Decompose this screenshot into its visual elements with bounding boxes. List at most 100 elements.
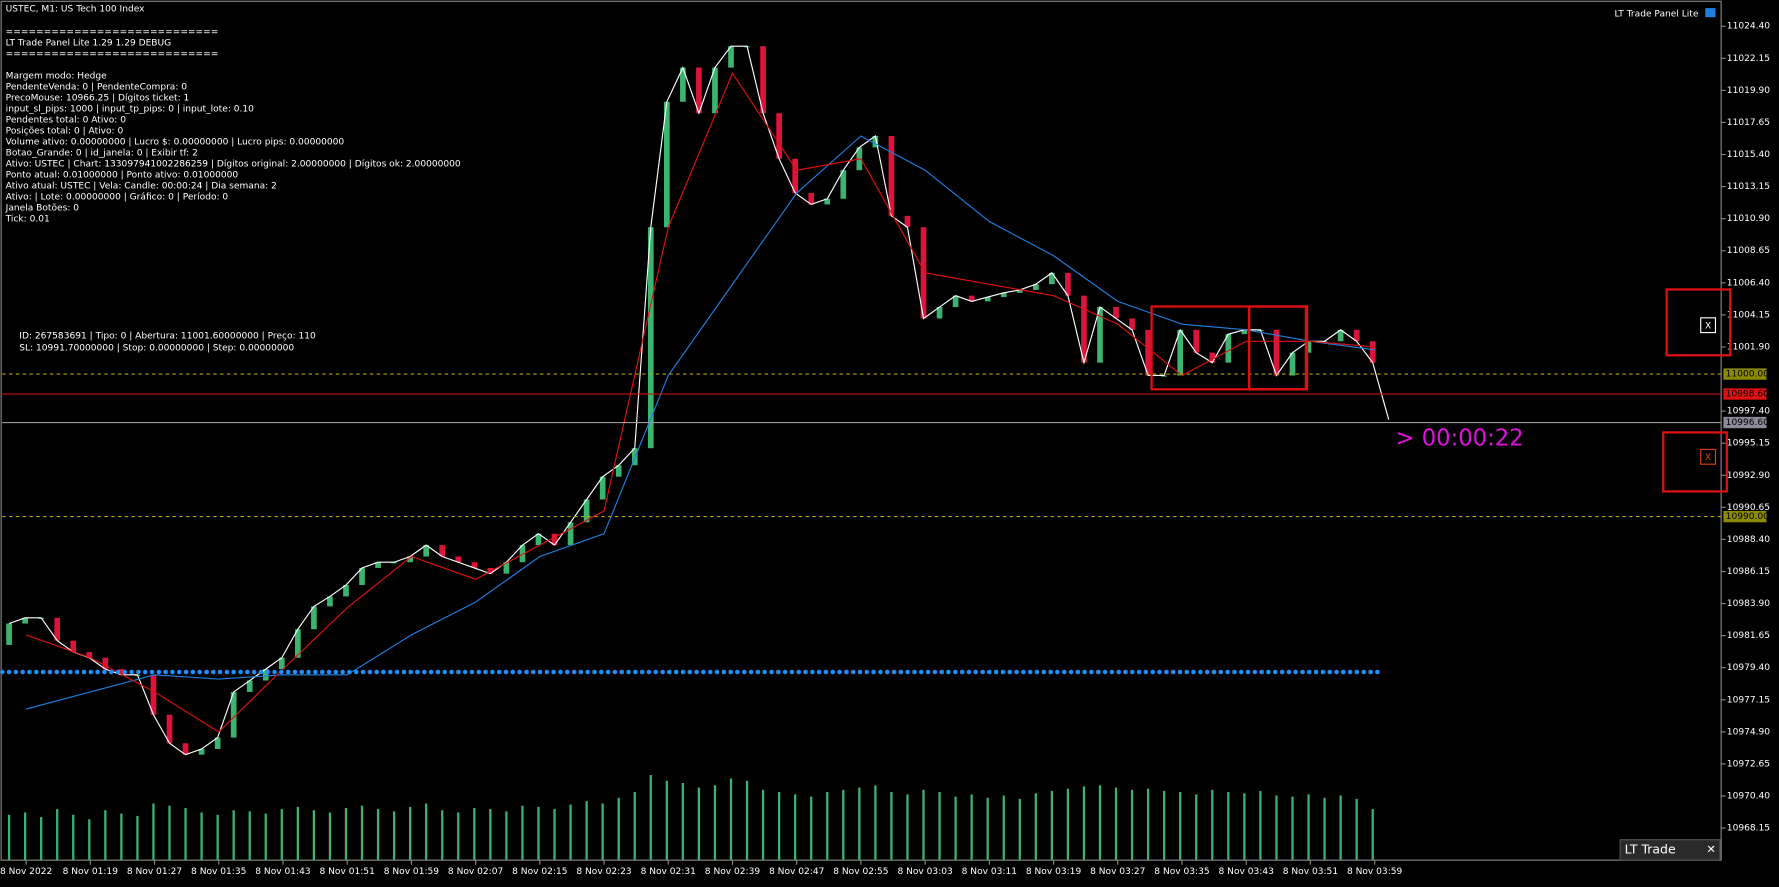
- y-tick-label: 10983.90: [1727, 599, 1770, 609]
- close-button[interactable]: [1700, 448, 1717, 465]
- x-tick-label: 8 Nov 03:51: [1283, 867, 1338, 877]
- candle-body: [246, 680, 253, 692]
- candle-body: [278, 657, 285, 670]
- volume-bar: [906, 794, 909, 861]
- candle-body: [327, 596, 333, 607]
- volume-bar: [248, 811, 251, 861]
- x-tick-label: 8 Nov 03:11: [962, 867, 1017, 877]
- candle-body: [936, 307, 943, 319]
- candle-body: [343, 585, 349, 597]
- y-tick-label: 11004.15: [1727, 310, 1770, 320]
- volume-bar: [1371, 809, 1374, 861]
- volume-bar: [120, 813, 123, 861]
- x-tick-label: 8 Nov 2022: [0, 867, 52, 877]
- candle-body: [407, 556, 413, 563]
- x-tick-label: 8 Nov 01:27: [127, 867, 182, 877]
- candle-body: [952, 295, 959, 308]
- volume-bar: [1146, 788, 1150, 861]
- candle-body: [1305, 341, 1312, 353]
- volume-bar: [1323, 797, 1326, 861]
- candle-body: [1081, 295, 1087, 363]
- volume-bar: [1163, 790, 1166, 861]
- volume-bar: [858, 787, 861, 861]
- candle-body: [1289, 352, 1296, 376]
- volume-bar: [601, 803, 604, 861]
- close-button-label: X: [1705, 453, 1711, 463]
- info-line: Botao_Grande: 0 | id_janela: 0 | Exibir …: [6, 148, 198, 158]
- moving-average: [25, 72, 1375, 733]
- y-tick-label: 11008.65: [1727, 246, 1770, 256]
- candle-body: [1113, 307, 1119, 319]
- candle-body: [583, 499, 590, 523]
- dock-close[interactable]: ✕: [1706, 842, 1716, 856]
- volume-bar: [40, 817, 43, 861]
- x-tick-label: 8 Nov 02:55: [833, 867, 888, 877]
- panel-title: LT Trade Panel Lite: [1615, 9, 1699, 19]
- x-tick-label: 8 Nov 02:39: [705, 867, 761, 877]
- candle-body: [920, 227, 927, 319]
- info-line: Ativo: | Lote: 0.00000000 | Gráfico: 0 |…: [6, 193, 229, 203]
- volume-bar: [489, 809, 492, 861]
- volume-bar: [1275, 795, 1278, 861]
- x-tick-label: 8 Nov 01:51: [320, 867, 375, 877]
- volume-bar: [136, 815, 139, 861]
- order-line: SL: 10991.70000000 | Stop: 0.00000000 | …: [19, 343, 294, 353]
- candle-body: [6, 623, 12, 645]
- y-tick-label: 10986.15: [1727, 567, 1770, 577]
- price-level-label: 10996.60: [1726, 418, 1769, 428]
- candle-body: [535, 533, 542, 546]
- volume-bar: [200, 812, 203, 861]
- volume-bar: [88, 819, 91, 861]
- volume-bar: [1243, 793, 1246, 861]
- candle-body: [359, 567, 365, 586]
- candle-body: [311, 606, 317, 630]
- x-tick-label: 8 Nov 03:43: [1219, 867, 1275, 877]
- candle-body: [1337, 329, 1344, 342]
- x-tick-label: 8 Nov 02:07: [448, 867, 503, 877]
- volume-bar: [1227, 792, 1230, 861]
- candle-body: [1353, 329, 1360, 342]
- price-level-tag: [1723, 368, 1767, 380]
- candle-body: [439, 545, 446, 557]
- plot: ============================ LT Trade Pa…: [0, 22, 1770, 877]
- info-line: input_sl_pips: 1000 | input_tp_pips: 0 |…: [6, 104, 254, 114]
- info-line: ============================: [6, 49, 219, 59]
- candle-body: [1145, 329, 1151, 376]
- price-level-label: 10990.00: [1726, 512, 1769, 522]
- volume-bar: [376, 809, 380, 861]
- volume-bar: [1082, 786, 1086, 861]
- y-tick-label: 11006.40: [1727, 278, 1770, 288]
- x-tick-label: 8 Nov 03:59: [1347, 867, 1403, 877]
- price-level-label: 11000.00: [1726, 370, 1769, 380]
- candle-body: [423, 545, 430, 557]
- candle-body: [647, 227, 654, 449]
- y-tick-label: 10990.65: [1727, 503, 1770, 513]
- info-line: Tick: 0.01: [5, 215, 50, 225]
- volume-bar: [1066, 788, 1070, 861]
- candle-body: [22, 617, 28, 624]
- y-tick-label: 11019.90: [1727, 86, 1770, 96]
- volume-bar: [1050, 790, 1053, 861]
- candle-body: [487, 567, 494, 574]
- volume-bar: [7, 814, 11, 861]
- dock-tab[interactable]: [1619, 839, 1721, 861]
- close-button[interactable]: [1700, 317, 1717, 334]
- info-line: Ativo atual: USTEC | Vela: Candle: 00:00…: [6, 181, 277, 191]
- volume-bar: [360, 805, 364, 861]
- volume-bar: [1339, 795, 1342, 861]
- volume-bar: [553, 809, 556, 861]
- candle-body: [102, 657, 109, 670]
- volume-bar: [794, 794, 797, 861]
- x-tick-label: 8 Nov 03:19: [1026, 867, 1082, 877]
- y-tick-label: 10977.15: [1727, 695, 1770, 705]
- close-box: [1662, 431, 1728, 493]
- candle-body: [503, 562, 510, 574]
- candle-body: [696, 67, 702, 114]
- x-tick-label: 8 Nov 02:31: [641, 867, 696, 877]
- x-tick-label: 8 Nov 02:47: [769, 867, 824, 877]
- selection-box: [1248, 305, 1308, 391]
- candle-body: [824, 198, 831, 205]
- candle-body: [792, 158, 799, 194]
- candle-body: [1065, 272, 1071, 296]
